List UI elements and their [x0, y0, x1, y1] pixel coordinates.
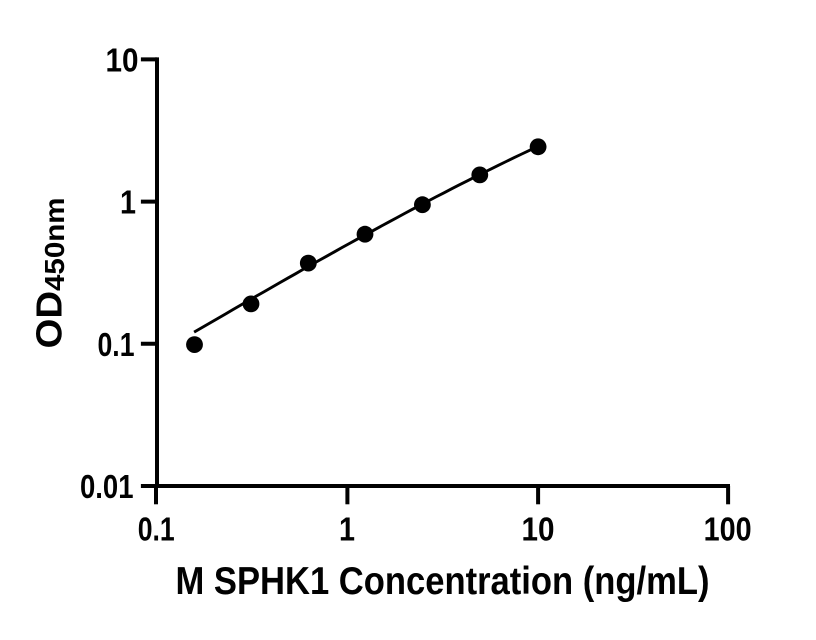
- svg-text:0.1: 0.1: [98, 327, 135, 364]
- svg-text:450nm: 450nm: [39, 198, 70, 292]
- svg-text:0.01: 0.01: [80, 469, 134, 506]
- svg-text:0.1: 0.1: [138, 512, 175, 549]
- svg-text:1: 1: [339, 512, 355, 549]
- svg-text:10: 10: [522, 512, 555, 549]
- svg-text:100: 100: [704, 512, 752, 549]
- svg-text:M SPHK1 Concentration (ng/mL): M SPHK1 Concentration (ng/mL): [176, 560, 710, 603]
- svg-text:OD: OD: [28, 291, 69, 349]
- svg-text:10: 10: [106, 42, 139, 79]
- svg-text:1: 1: [120, 185, 136, 222]
